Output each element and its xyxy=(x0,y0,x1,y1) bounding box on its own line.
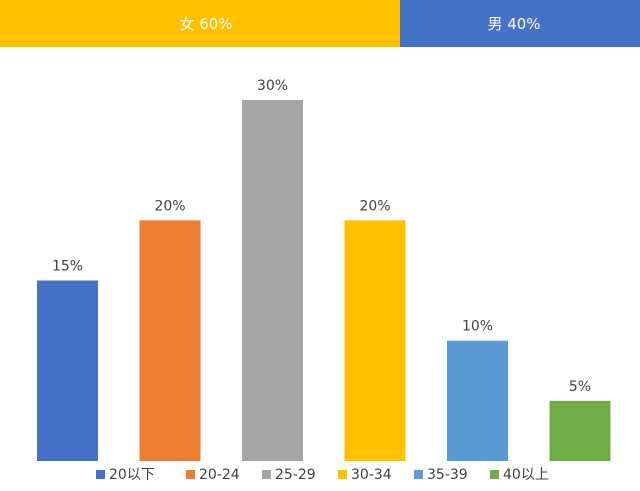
legend-label-40以上: 40以上 xyxy=(503,467,549,483)
legend-label-30-34: 30-34 xyxy=(351,467,392,483)
legend-swatch-40以上 xyxy=(490,470,499,479)
legend-label-25-29: 25-29 xyxy=(275,467,316,483)
data-label-25-29: 30% xyxy=(257,78,288,94)
bar-40以上 xyxy=(549,400,611,461)
bar-20以下 xyxy=(37,280,98,461)
legend-label-20以下: 20以下 xyxy=(109,467,155,483)
legend-swatch-30-34 xyxy=(338,470,347,479)
legend-label-35-39: 35-39 xyxy=(427,467,468,483)
bar-30-34 xyxy=(344,220,406,461)
data-label-35-39: 10% xyxy=(462,319,493,335)
data-label-20-24: 20% xyxy=(154,198,185,214)
gender-split-bar: 女 60% 男 40% xyxy=(0,0,640,47)
legend-swatch-20以下 xyxy=(96,470,105,479)
bar-25-29 xyxy=(242,100,303,461)
legend-label-20-24: 20-24 xyxy=(199,467,240,483)
gender-label-female: 女 60% xyxy=(179,15,233,33)
bar-20-24 xyxy=(139,220,201,461)
data-label-20以下: 15% xyxy=(52,259,83,275)
legend-swatch-25-29 xyxy=(262,470,271,479)
gender-segment-female: 女 60% xyxy=(0,0,400,47)
legend-swatch-35-39 xyxy=(414,470,423,479)
bar-35-39 xyxy=(447,340,508,461)
data-label-30-34: 20% xyxy=(359,198,390,214)
gender-segment-male: 男 40% xyxy=(400,0,640,47)
data-label-40以上: 5% xyxy=(569,379,591,395)
legend-swatch-20-24 xyxy=(186,470,195,479)
gender-label-male: 男 40% xyxy=(487,15,541,33)
